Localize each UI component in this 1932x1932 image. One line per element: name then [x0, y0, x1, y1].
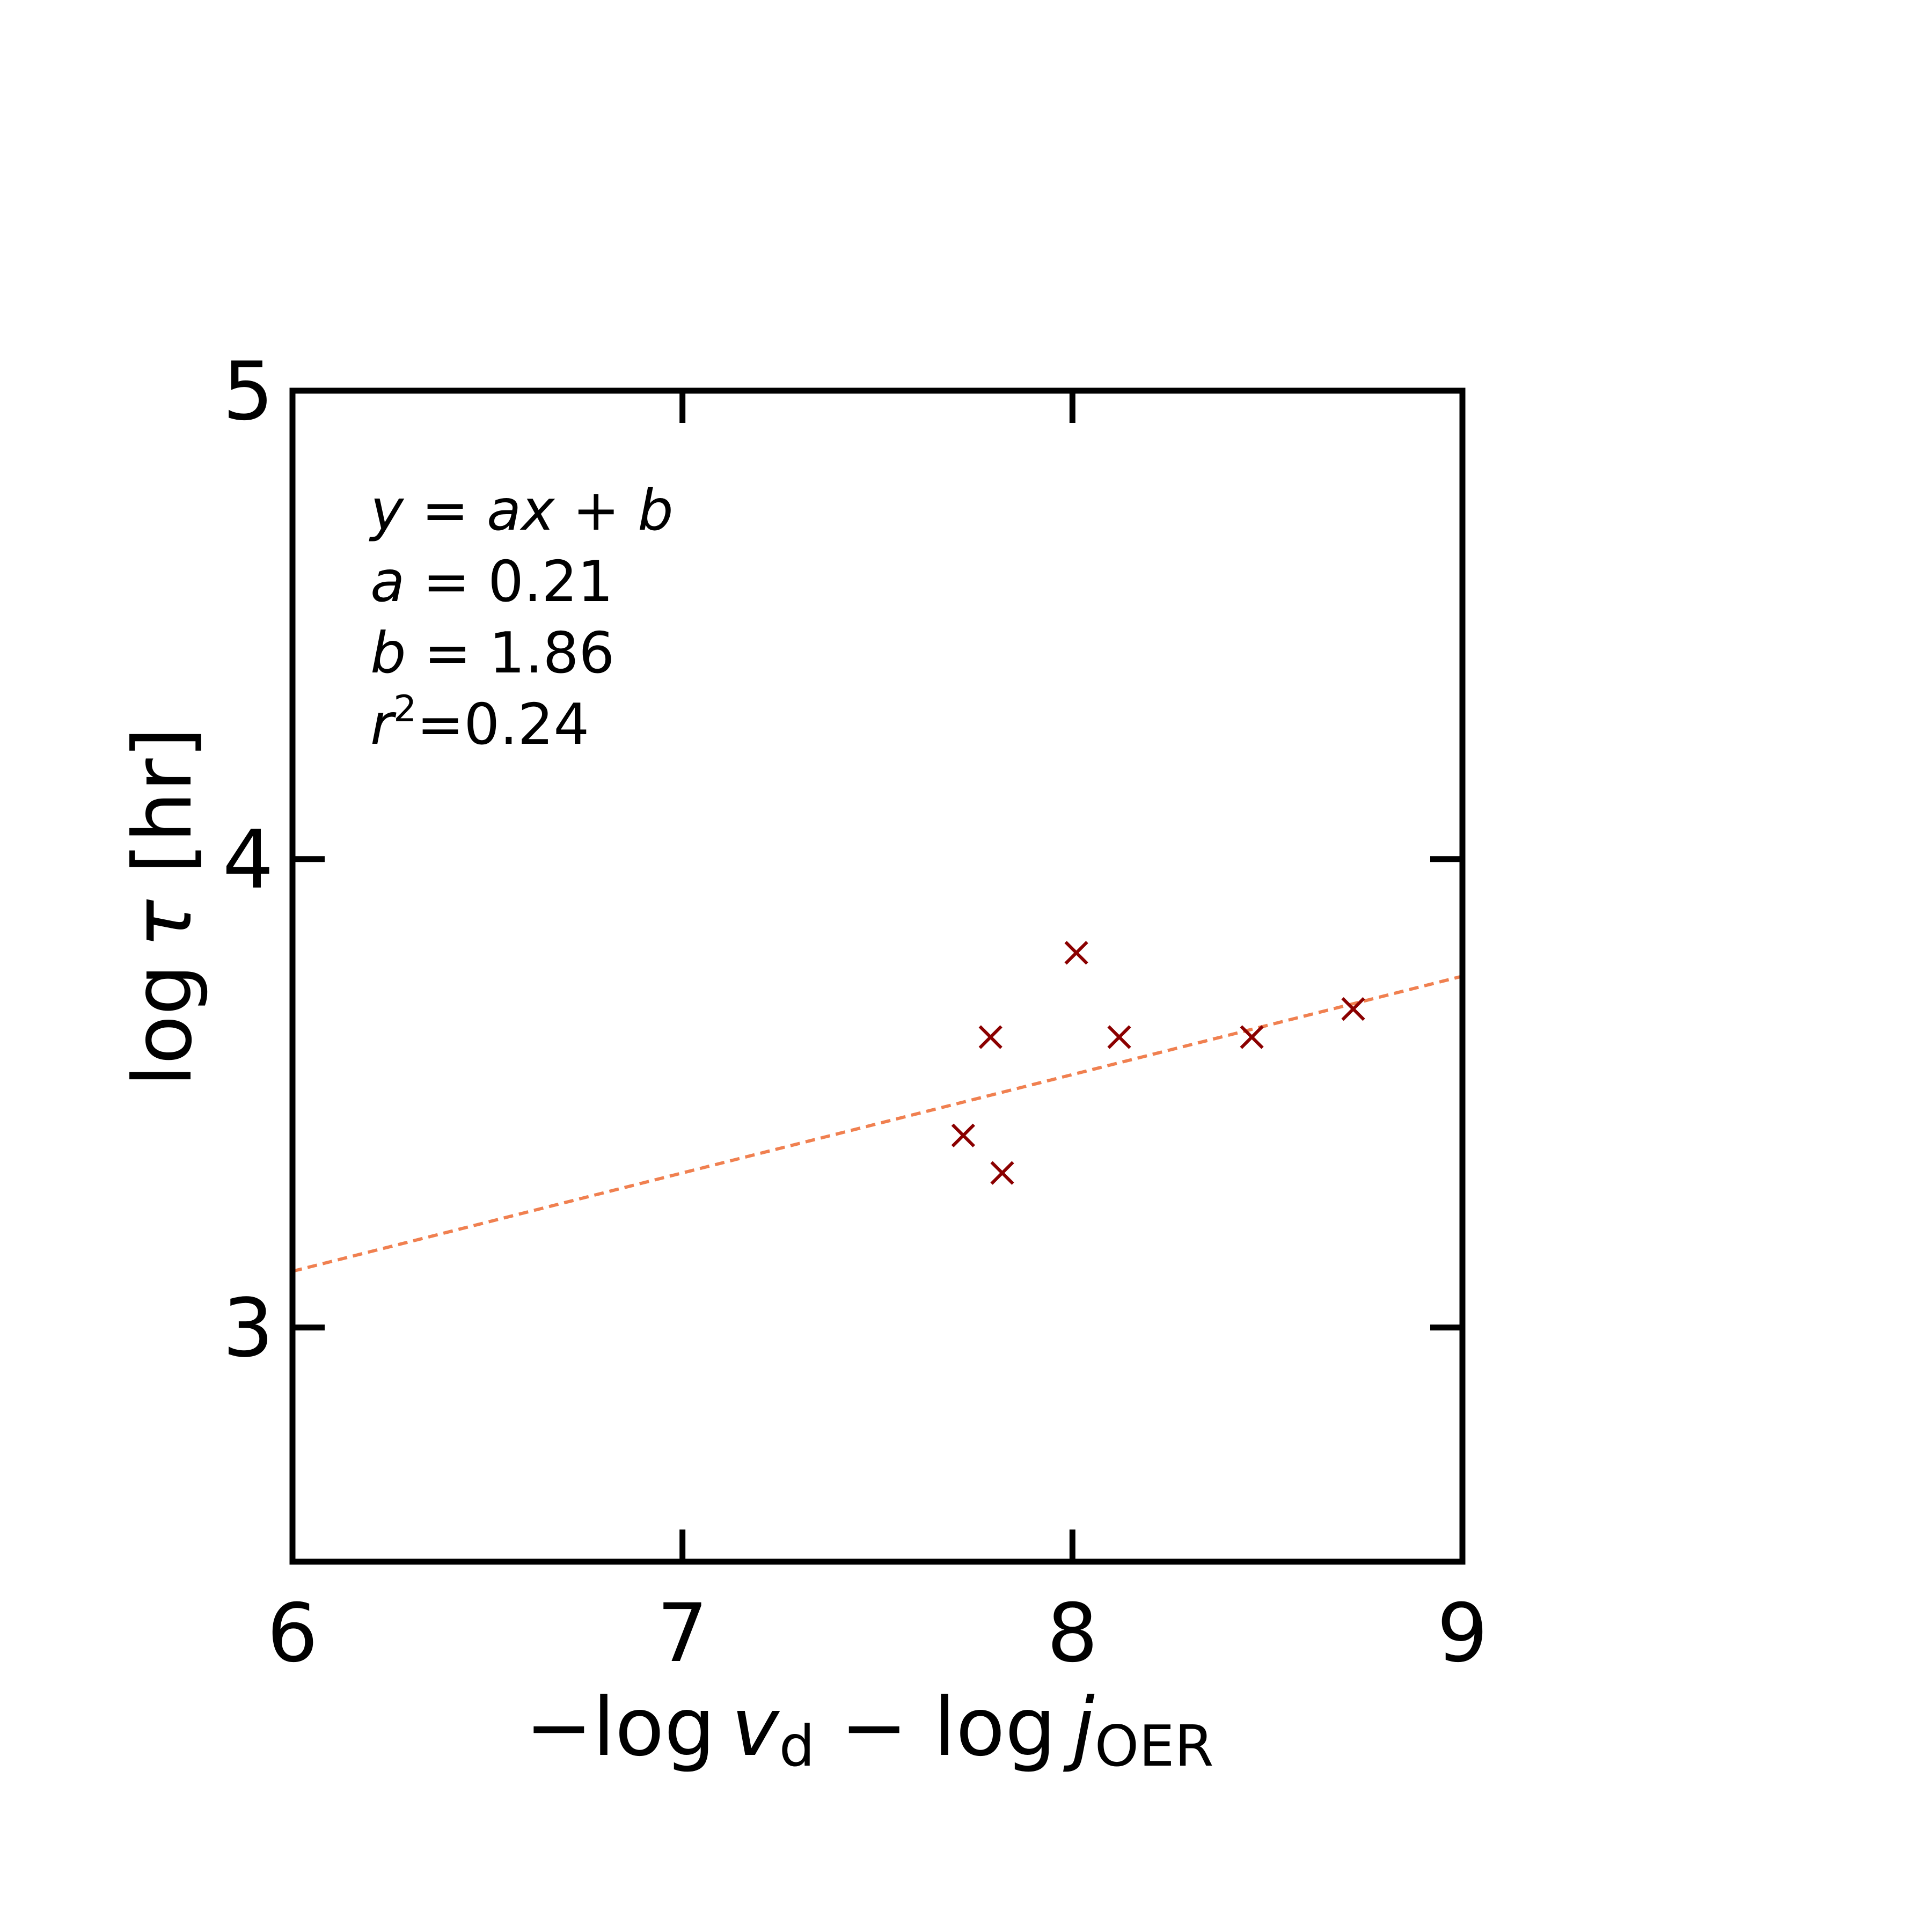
- x-axis-label: −log vd − log jOER: [525, 1681, 1213, 1779]
- x-tick-label: 7: [657, 1587, 708, 1680]
- fit-line: [292, 975, 1463, 1273]
- y-tick-label: 4: [223, 814, 274, 907]
- r-squared-text: r2=0.24: [370, 688, 589, 757]
- tick-labels: 6 7 8 9 3 4 5: [223, 345, 1488, 1680]
- y-tick-label: 5: [223, 345, 274, 438]
- data-point-1: [951, 1123, 975, 1147]
- axis-ticks: [289, 387, 1466, 1562]
- y-tick-label: 3: [223, 1282, 274, 1375]
- data-point-2: [978, 1025, 1002, 1049]
- x-tick-label: 9: [1437, 1587, 1488, 1680]
- data-points: [951, 941, 1365, 1185]
- slope-text: a = 0.21: [370, 549, 613, 614]
- equation-text: y = ax + b: [369, 478, 674, 543]
- data-point-5: [1107, 1025, 1131, 1049]
- plot-frame: [289, 387, 1466, 1565]
- data-point-7: [1341, 997, 1365, 1021]
- fit-annotation: y = ax + b a = 0.21 b = 1.86 r2=0.24: [369, 478, 674, 757]
- x-tick-label: 6: [267, 1587, 318, 1680]
- data-point-4: [1064, 941, 1088, 965]
- y-axis-label: log τ [hr]: [116, 727, 210, 1087]
- data-point-3: [990, 1161, 1014, 1185]
- data-point-6: [1240, 1025, 1264, 1049]
- x-tick-label: 8: [1047, 1587, 1098, 1680]
- intercept-text: b = 1.86: [370, 620, 614, 686]
